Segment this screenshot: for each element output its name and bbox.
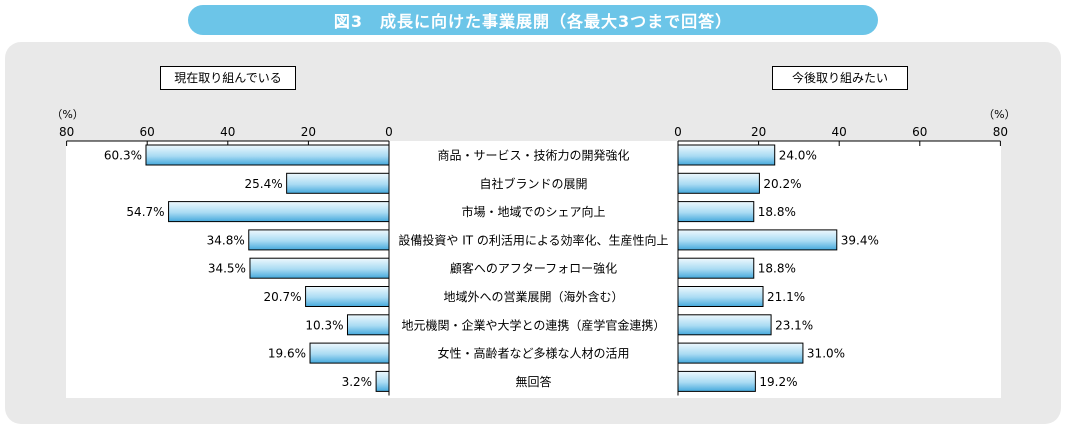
category-label: 設備投資や IT の利活用による効率化、生産性向上 — [398, 232, 668, 247]
value-label-future: 20.2% — [763, 177, 801, 191]
value-label-current: 60.3% — [104, 149, 142, 163]
left-tick-label: 60 — [140, 125, 155, 139]
value-label-current: 3.2% — [342, 375, 373, 389]
left-tick-label: 20 — [301, 125, 316, 139]
category-label: 自社ブランドの展開 — [479, 176, 587, 191]
value-label-current: 54.7% — [126, 205, 164, 219]
category-label: 地元機関・企業や大学との連携（産学官金連携） — [402, 317, 666, 332]
category-label: 無回答 — [515, 374, 551, 389]
value-label-current: 25.4% — [245, 177, 283, 191]
category-label: 地域外への営業展開（海外含む） — [443, 289, 623, 304]
bar-future — [677, 257, 755, 279]
category-label: 市場・地域でのシェア向上 — [461, 204, 605, 219]
right-tick-label: 20 — [751, 125, 766, 139]
left-tick-label: 40 — [220, 125, 235, 139]
bar-current — [309, 342, 390, 364]
right-tick-label: 80 — [993, 125, 1008, 139]
right-tick-label: 60 — [912, 125, 927, 139]
value-label-future: 19.2% — [759, 375, 797, 389]
category-label: 顧客へのアフターフォロー強化 — [450, 261, 617, 276]
value-label-current: 19.6% — [268, 347, 306, 361]
value-label-future: 24.0% — [779, 149, 817, 163]
chart-title: 図3 成長に向けた事業展開（各最大3つまで回答） — [188, 5, 878, 35]
bar-future — [677, 342, 804, 364]
left-axis-unit: （%） — [51, 108, 83, 121]
value-label-current: 10.3% — [305, 318, 343, 332]
left-tick-label: 0 — [385, 125, 393, 139]
bar-current — [305, 286, 390, 307]
left-tick-label: 80 — [59, 125, 74, 139]
bar-current — [346, 314, 390, 336]
bar-future — [677, 172, 760, 194]
value-label-current: 34.8% — [207, 233, 245, 247]
value-label-future: 18.8% — [758, 205, 796, 219]
bar-future — [677, 229, 838, 251]
category-label: 女性・高齢者など多様な人材の活用 — [437, 346, 629, 361]
right-tick-label: 40 — [832, 125, 847, 139]
value-label-current: 20.7% — [263, 290, 301, 304]
bar-current — [286, 172, 390, 194]
value-label-future: 18.8% — [758, 262, 796, 276]
value-label-future: 21.1% — [767, 290, 805, 304]
value-label-future: 31.0% — [807, 347, 845, 361]
bar-future — [677, 370, 756, 392]
value-label-current: 34.5% — [208, 262, 246, 276]
bar-current — [145, 144, 390, 166]
plot-area — [66, 141, 1001, 398]
value-label-future: 23.1% — [775, 318, 813, 332]
bar-current — [248, 229, 390, 251]
value-label-future: 39.4% — [841, 233, 879, 247]
bar-future — [677, 201, 755, 223]
bar-future — [677, 144, 776, 166]
bar-future — [677, 314, 772, 336]
right-tick-label: 0 — [674, 125, 682, 139]
bar-current — [168, 201, 390, 223]
category-label: 商品・サービス・技術力の開発強化 — [437, 148, 629, 163]
bar-future — [677, 286, 764, 307]
legend-future: 今後取り組みたい — [772, 66, 908, 90]
bar-current — [375, 370, 390, 392]
bar-current — [249, 257, 390, 279]
right-axis-unit: （%） — [983, 108, 1015, 121]
legend-current: 現在取り組んでいる — [160, 66, 296, 90]
